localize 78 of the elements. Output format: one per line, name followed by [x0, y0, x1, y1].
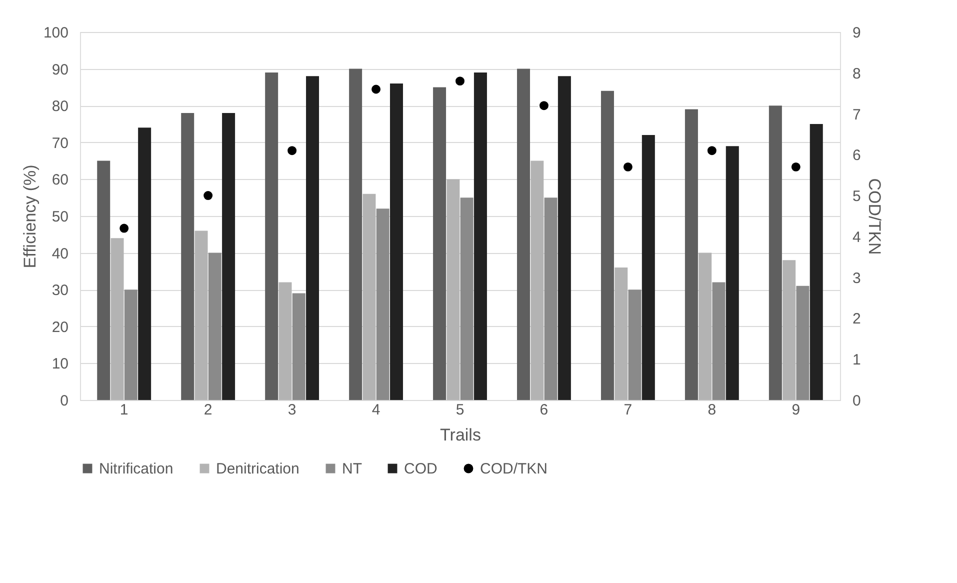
bar [782, 260, 796, 400]
bar [110, 238, 124, 400]
y-tick-label: 80 [52, 98, 68, 116]
bar [446, 179, 460, 400]
bar [474, 72, 487, 400]
legend-label: COD/TKN [480, 460, 548, 478]
bar [698, 252, 712, 400]
legend-label: NT [342, 460, 362, 478]
bar [628, 290, 642, 400]
bar [376, 208, 390, 400]
y2-tick-label: 8 [852, 65, 861, 82]
bar [712, 282, 726, 400]
x-tick-label: 3 [288, 402, 296, 418]
y-tick-label: 0 [60, 392, 68, 410]
y2-tick-label: 4 [852, 228, 861, 246]
bar [265, 72, 278, 400]
bar [810, 124, 823, 400]
x-tick-label: 7 [624, 402, 632, 418]
bar [194, 230, 208, 400]
y-tick-label: 40 [52, 245, 68, 262]
bar [614, 268, 628, 400]
y2-tick-label: 9 [852, 24, 861, 42]
bar [517, 68, 530, 400]
bar [306, 76, 320, 400]
bar [558, 76, 571, 400]
x-tick-label: 8 [708, 402, 716, 418]
legend-label: Denitrication [216, 460, 300, 478]
bar [292, 293, 306, 400]
bar [796, 286, 810, 400]
bar [97, 160, 110, 400]
y2-tick-label: 5 [852, 188, 861, 206]
bar [349, 68, 362, 400]
bar [600, 90, 614, 400]
bar [208, 252, 222, 400]
point [706, 144, 718, 157]
y-tick-label: 10 [52, 356, 68, 373]
bar [642, 135, 655, 400]
x-tick-label: 4 [372, 402, 380, 418]
x-tick-label: 6 [540, 402, 548, 418]
x-tick-label: 5 [456, 402, 464, 418]
bar [124, 290, 138, 400]
point [118, 222, 130, 234]
bar [433, 87, 446, 400]
bar [530, 160, 544, 400]
y-tick-label: 70 [52, 134, 68, 152]
bar [222, 112, 236, 400]
bar [460, 198, 474, 400]
x-axis-title: Trails [440, 426, 481, 444]
y-tick-label: 30 [52, 282, 68, 300]
bar [390, 84, 403, 400]
bar [726, 146, 739, 400]
y-tick-label: 100 [43, 24, 68, 42]
y2-tick-label: 6 [852, 147, 861, 164]
y-axis-title: Efficiency (%) [20, 164, 40, 268]
x-tick-label: 2 [204, 402, 212, 418]
bar [181, 112, 194, 400]
point [286, 144, 298, 157]
bar [768, 106, 782, 400]
y-tick-label: 20 [52, 318, 68, 336]
y2-tick-label: 0 [852, 392, 861, 410]
y2-tick-label: 7 [852, 106, 861, 124]
y-tick-label: 60 [52, 172, 68, 189]
x-tick-label: 1 [120, 402, 128, 418]
bar [138, 128, 152, 400]
legend-label: COD [404, 460, 438, 478]
bar [684, 109, 698, 400]
bar [362, 194, 376, 400]
point [538, 100, 550, 112]
bar [544, 198, 558, 400]
y2-axis-title: COD/TKN [864, 178, 884, 255]
y2-tick-label: 1 [852, 352, 861, 369]
legend-label: Nitrification [99, 460, 174, 478]
y2-tick-label: 2 [852, 310, 861, 328]
y-tick-label: 50 [52, 208, 68, 226]
bar [278, 282, 292, 400]
y2-tick-label: 3 [852, 270, 861, 287]
y-tick-label: 90 [52, 61, 68, 78]
x-tick-label: 9 [792, 402, 800, 418]
